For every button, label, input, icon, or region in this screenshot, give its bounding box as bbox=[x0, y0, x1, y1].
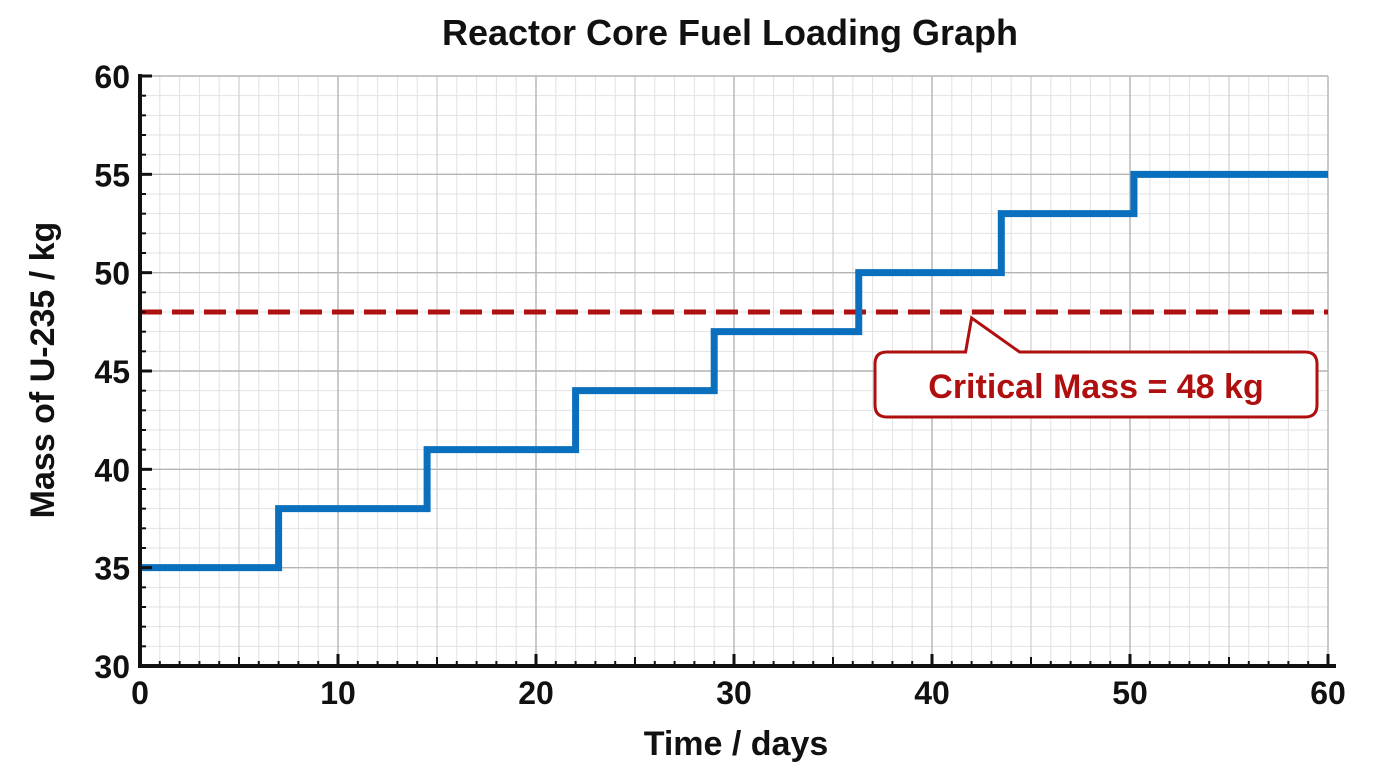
annotation-callout-box bbox=[873, 315, 1319, 419]
x-tick-label: 20 bbox=[518, 675, 554, 711]
x-tick-label: 10 bbox=[320, 675, 356, 711]
y-tick-label: 45 bbox=[94, 354, 130, 390]
x-tick-label: 40 bbox=[914, 675, 950, 711]
y-tick-label: 50 bbox=[94, 256, 130, 292]
x-tick-label: 30 bbox=[716, 675, 752, 711]
y-axis-label: Mass of U-235 / kg bbox=[24, 222, 62, 519]
x-tick-label: 60 bbox=[1310, 675, 1346, 711]
axes bbox=[138, 74, 1336, 668]
x-tick-label: 50 bbox=[1112, 675, 1148, 711]
annotation-label: Critical Mass = 48 kg bbox=[928, 368, 1263, 406]
x-axis-label: Time / days bbox=[644, 725, 829, 763]
y-tick-label: 55 bbox=[94, 157, 130, 193]
x-tick-label: 0 bbox=[131, 675, 149, 711]
y-tick-label: 35 bbox=[94, 551, 130, 587]
y-tick-label: 40 bbox=[94, 452, 130, 488]
tick-labels: 0 10 20 30 40 50 60 30 35 40 45 50 55 60 bbox=[94, 59, 1345, 711]
annotation: Critical Mass = 48 kg bbox=[873, 315, 1319, 419]
y-tick-label: 60 bbox=[94, 59, 130, 95]
series-group bbox=[140, 170, 1328, 572]
series-line-0 bbox=[140, 170, 1328, 572]
y-tick-label: 30 bbox=[94, 649, 130, 685]
chart-title: Reactor Core Fuel Loading Graph bbox=[442, 12, 1018, 53]
